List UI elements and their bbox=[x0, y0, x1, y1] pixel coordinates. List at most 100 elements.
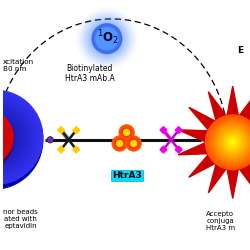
Circle shape bbox=[232, 142, 234, 143]
Circle shape bbox=[0, 110, 23, 164]
Circle shape bbox=[121, 126, 132, 138]
Circle shape bbox=[120, 126, 134, 139]
Circle shape bbox=[124, 130, 129, 134]
Circle shape bbox=[0, 92, 42, 183]
Circle shape bbox=[120, 126, 133, 138]
Circle shape bbox=[47, 136, 53, 143]
Circle shape bbox=[0, 122, 11, 152]
Circle shape bbox=[0, 108, 13, 172]
Circle shape bbox=[210, 119, 250, 166]
Circle shape bbox=[212, 121, 250, 164]
Circle shape bbox=[127, 137, 140, 150]
Circle shape bbox=[132, 142, 136, 146]
Circle shape bbox=[214, 123, 250, 161]
Circle shape bbox=[0, 120, 14, 155]
Circle shape bbox=[130, 140, 137, 147]
Circle shape bbox=[0, 96, 37, 178]
Circle shape bbox=[114, 138, 126, 149]
Circle shape bbox=[124, 129, 130, 136]
Circle shape bbox=[119, 125, 134, 140]
Circle shape bbox=[0, 112, 12, 163]
Circle shape bbox=[0, 116, 7, 158]
Circle shape bbox=[132, 142, 136, 145]
Circle shape bbox=[216, 125, 250, 159]
Circle shape bbox=[0, 102, 32, 173]
Circle shape bbox=[132, 142, 135, 145]
Circle shape bbox=[122, 128, 131, 136]
Circle shape bbox=[129, 139, 138, 148]
Circle shape bbox=[206, 116, 250, 169]
Circle shape bbox=[0, 115, 8, 160]
Polygon shape bbox=[73, 146, 80, 153]
Circle shape bbox=[116, 140, 123, 147]
Circle shape bbox=[0, 132, 2, 143]
Text: E: E bbox=[237, 46, 243, 56]
Circle shape bbox=[95, 27, 118, 50]
Circle shape bbox=[215, 124, 250, 160]
Circle shape bbox=[0, 125, 8, 150]
Polygon shape bbox=[58, 146, 64, 153]
Circle shape bbox=[0, 94, 39, 180]
Circle shape bbox=[119, 143, 120, 144]
Circle shape bbox=[0, 120, 13, 154]
Circle shape bbox=[227, 137, 238, 148]
Circle shape bbox=[0, 117, 16, 158]
Circle shape bbox=[133, 143, 134, 144]
Circle shape bbox=[102, 34, 112, 44]
Circle shape bbox=[0, 131, 2, 144]
Circle shape bbox=[0, 95, 38, 180]
Circle shape bbox=[225, 135, 240, 150]
Circle shape bbox=[226, 136, 239, 149]
Circle shape bbox=[116, 139, 124, 148]
Circle shape bbox=[0, 115, 18, 160]
Text: Accepto
conjuga
HtrA3 m: Accepto conjuga HtrA3 m bbox=[206, 211, 235, 231]
Circle shape bbox=[118, 142, 121, 145]
Circle shape bbox=[223, 133, 242, 152]
Circle shape bbox=[224, 134, 241, 150]
Polygon shape bbox=[160, 127, 167, 134]
Polygon shape bbox=[175, 127, 182, 134]
Circle shape bbox=[0, 119, 4, 156]
Circle shape bbox=[117, 140, 122, 146]
Circle shape bbox=[210, 120, 250, 165]
Circle shape bbox=[124, 130, 130, 135]
Circle shape bbox=[114, 138, 125, 149]
Circle shape bbox=[130, 139, 138, 148]
Circle shape bbox=[213, 122, 250, 162]
Circle shape bbox=[0, 104, 30, 171]
Circle shape bbox=[212, 122, 250, 163]
Circle shape bbox=[131, 141, 136, 146]
Circle shape bbox=[122, 127, 132, 138]
Circle shape bbox=[0, 112, 11, 162]
Circle shape bbox=[118, 142, 122, 146]
Circle shape bbox=[0, 117, 6, 158]
Circle shape bbox=[0, 111, 12, 164]
Circle shape bbox=[229, 138, 237, 146]
Circle shape bbox=[220, 129, 246, 155]
Circle shape bbox=[226, 136, 239, 148]
Circle shape bbox=[126, 132, 127, 133]
Circle shape bbox=[0, 123, 10, 152]
Circle shape bbox=[209, 118, 250, 166]
Circle shape bbox=[96, 28, 118, 50]
Circle shape bbox=[0, 103, 30, 172]
Circle shape bbox=[0, 98, 35, 177]
Text: Biotinylated
HtrA3 mAb.A: Biotinylated HtrA3 mAb.A bbox=[65, 64, 114, 83]
Circle shape bbox=[0, 93, 40, 182]
Circle shape bbox=[96, 28, 118, 50]
Circle shape bbox=[214, 124, 250, 161]
Circle shape bbox=[0, 111, 22, 164]
Circle shape bbox=[0, 90, 43, 184]
Circle shape bbox=[103, 35, 111, 42]
Circle shape bbox=[0, 100, 34, 175]
Text: $^1$O$_2$: $^1$O$_2$ bbox=[97, 28, 119, 47]
Circle shape bbox=[208, 117, 250, 168]
Circle shape bbox=[221, 131, 244, 154]
Circle shape bbox=[0, 129, 4, 146]
Circle shape bbox=[121, 127, 132, 138]
Circle shape bbox=[229, 139, 236, 146]
Circle shape bbox=[114, 138, 125, 148]
Circle shape bbox=[0, 122, 2, 153]
Circle shape bbox=[98, 30, 116, 48]
Circle shape bbox=[123, 128, 130, 136]
